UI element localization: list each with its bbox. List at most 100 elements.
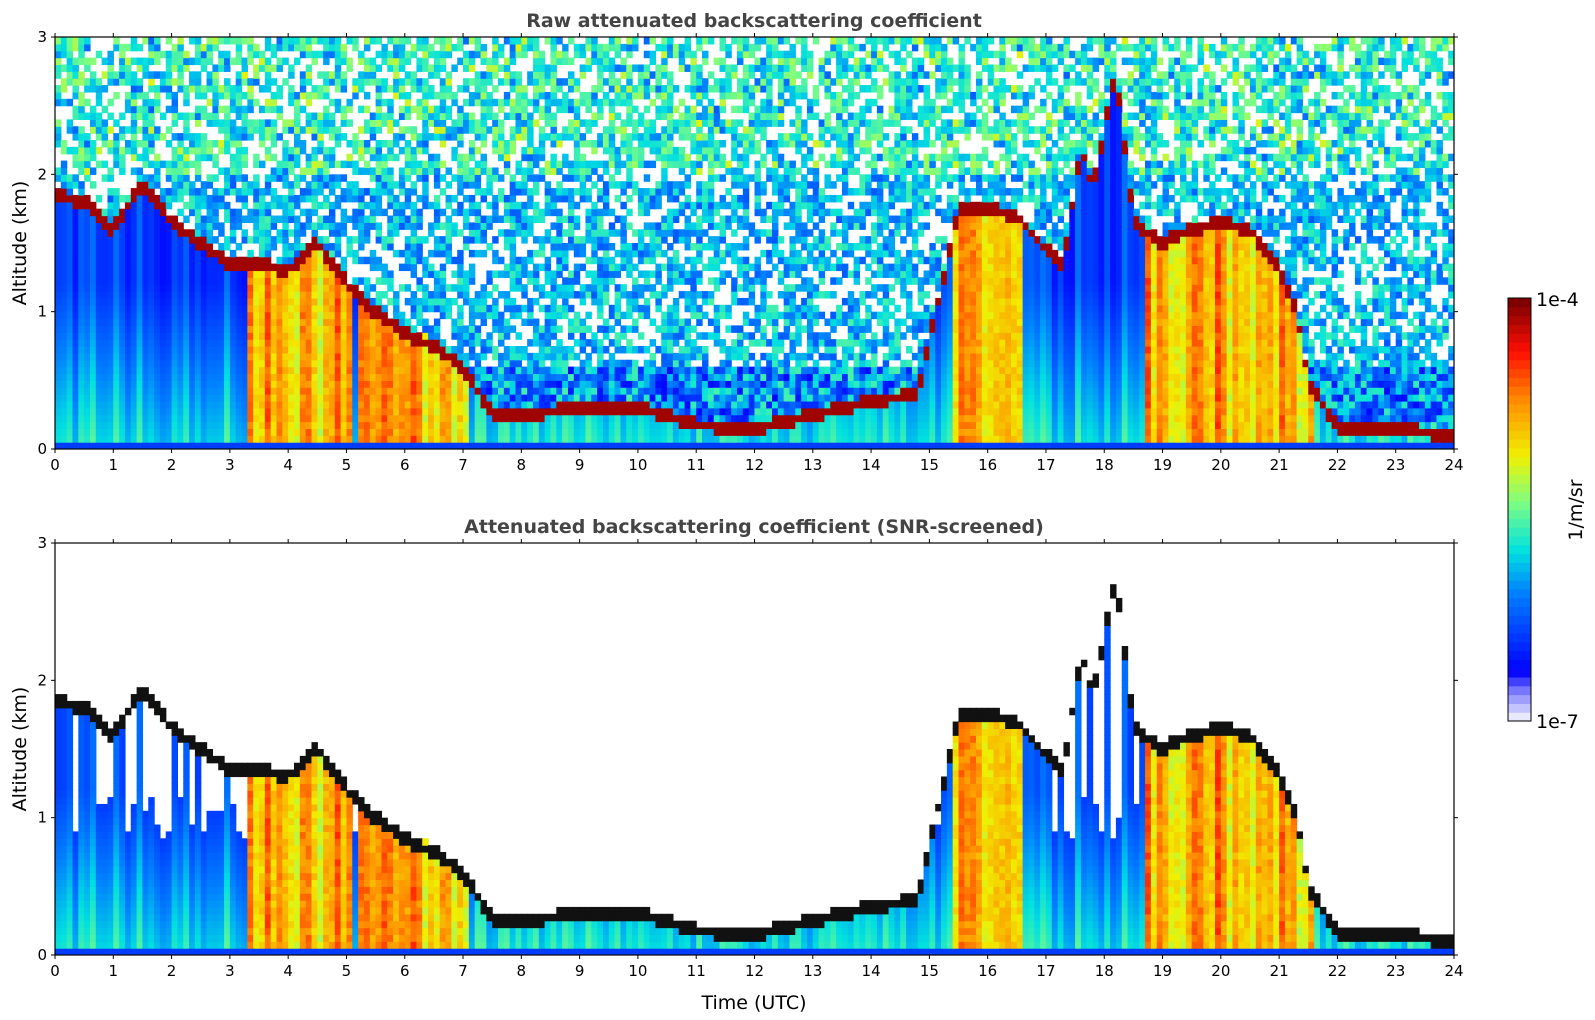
- heatmap-cell: [84, 346, 91, 354]
- heatmap-cell: [468, 50, 476, 59]
- heatmap-cell: [567, 284, 575, 292]
- heatmap-cell: [89, 201, 97, 210]
- heatmap-cell: [620, 442, 627, 449]
- heatmap-cell: [247, 387, 254, 395]
- heatmap-cell: [620, 421, 627, 429]
- heatmap-cell: [550, 98, 557, 107]
- heatmap-cell: [340, 263, 348, 272]
- heatmap-cell: [235, 133, 243, 141]
- heatmap-cell: [439, 387, 447, 395]
- heatmap-cell: [276, 112, 283, 120]
- heatmap-cell: [422, 394, 429, 402]
- heatmap-cell: [159, 359, 167, 368]
- heatmap-cell: [398, 112, 406, 120]
- heatmap-cell: [136, 153, 144, 162]
- heatmap-cell: [439, 297, 447, 306]
- heatmap-cell: [597, 78, 604, 86]
- heatmap-cell: [375, 91, 383, 100]
- heatmap-cell: [585, 188, 592, 196]
- heatmap-cell: [55, 98, 62, 107]
- heatmap-cell: [602, 421, 610, 429]
- heatmap-cell: [340, 160, 348, 169]
- heatmap-cell: [224, 140, 231, 148]
- heatmap-cell: [119, 126, 126, 134]
- heatmap-cell: [130, 332, 138, 340]
- heatmap-cell: [299, 249, 307, 258]
- heatmap-cell: [177, 400, 184, 409]
- heatmap-cell: [643, 442, 651, 449]
- heatmap-cell: [387, 243, 394, 251]
- heatmap-cell: [597, 174, 604, 182]
- heatmap-cell: [620, 400, 627, 409]
- heatmap-cell: [253, 400, 260, 409]
- heatmap-cell: [591, 277, 598, 285]
- heatmap-cell: [311, 297, 318, 306]
- heatmap-cell: [171, 174, 179, 182]
- heatmap-cell: [591, 146, 598, 155]
- heatmap-cell: [591, 229, 598, 237]
- heatmap-cell: [393, 428, 400, 436]
- heatmap-cell: [358, 428, 365, 436]
- heatmap-cell: [667, 263, 674, 272]
- heatmap-cell: [294, 400, 301, 409]
- heatmap-cell: [433, 291, 441, 299]
- heatmap-cell: [183, 215, 190, 223]
- heatmap-cell: [643, 270, 651, 278]
- heatmap-cell: [498, 194, 505, 203]
- heatmap-cell: [66, 270, 74, 278]
- heatmap-cell: [562, 133, 569, 141]
- heatmap-cell: [498, 256, 505, 265]
- heatmap-cell: [177, 291, 184, 299]
- heatmap-cell: [556, 249, 563, 258]
- heatmap-cell: [72, 318, 79, 326]
- heatmap-cell: [72, 85, 79, 93]
- heatmap-cell: [375, 160, 383, 169]
- heatmap-cell: [661, 174, 668, 182]
- heatmap-cell: [229, 311, 237, 320]
- heatmap-cell: [194, 188, 202, 196]
- heatmap-cell: [189, 428, 196, 436]
- heatmap-cell: [305, 435, 313, 443]
- heatmap-cell: [253, 263, 260, 272]
- heatmap-cell: [404, 160, 412, 169]
- heatmap-cell: [597, 229, 604, 237]
- heatmap-cell: [130, 339, 138, 347]
- heatmap-cell: [492, 346, 499, 354]
- heatmap-cell: [387, 414, 394, 423]
- heatmap-cell: [60, 407, 68, 416]
- heatmap-cell: [527, 140, 534, 148]
- heatmap-cell: [200, 222, 208, 230]
- heatmap-cell: [60, 359, 68, 368]
- heatmap-cell: [72, 249, 79, 258]
- heatmap-cell: [620, 332, 627, 340]
- heatmap-cell: [247, 105, 254, 114]
- heatmap-cell: [521, 153, 528, 162]
- heatmap-cell: [177, 37, 184, 45]
- heatmap-cell: [247, 78, 254, 86]
- heatmap-cell: [148, 359, 155, 368]
- heatmap-cell: [288, 270, 295, 278]
- heatmap-cell: [655, 304, 662, 313]
- heatmap-cell: [428, 249, 435, 258]
- heatmap-cell: [375, 414, 383, 423]
- heatmap-cell: [212, 400, 219, 409]
- heatmap-cell: [78, 201, 85, 210]
- heatmap-cell: [486, 414, 493, 423]
- heatmap-cell: [667, 435, 674, 443]
- heatmap-cell: [334, 263, 342, 272]
- heatmap-cell: [305, 50, 313, 59]
- heatmap-cell: [119, 243, 126, 251]
- heatmap-cell: [579, 71, 587, 79]
- heatmap-cell: [282, 222, 289, 230]
- heatmap-cell: [282, 229, 289, 237]
- heatmap-cell: [381, 304, 388, 313]
- heatmap-cell: [550, 37, 557, 45]
- heatmap-cell: [643, 78, 651, 86]
- heatmap-cell: [579, 284, 587, 292]
- heatmap-cell: [614, 332, 622, 340]
- heatmap-cell: [142, 37, 149, 45]
- heatmap-cell: [474, 414, 482, 423]
- heatmap-cell: [369, 394, 377, 402]
- heatmap-cell: [194, 380, 202, 388]
- heatmap-cell: [328, 339, 336, 347]
